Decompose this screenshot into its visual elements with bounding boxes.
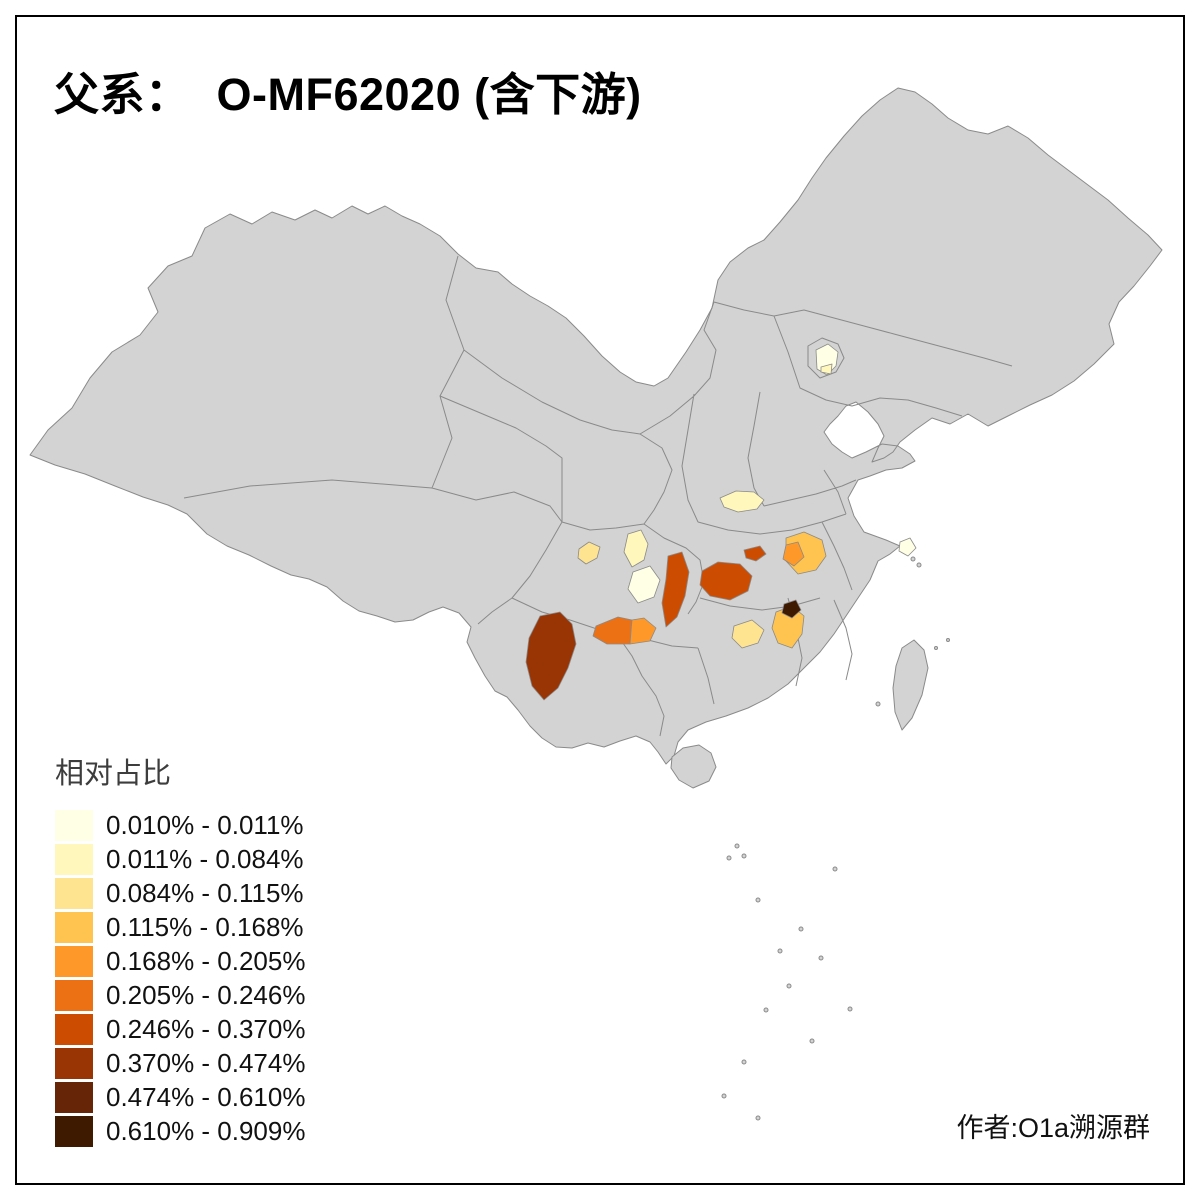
map-region-hunan-northeast bbox=[781, 599, 802, 619]
map-region-hubei-central bbox=[699, 561, 753, 601]
map-region-sichuan-central bbox=[623, 529, 649, 568]
legend-label: 0.474% - 0.610% bbox=[106, 1081, 306, 1112]
legend-swatch bbox=[55, 979, 93, 1011]
small-islands bbox=[721, 556, 950, 1121]
map-region-sichuan-west bbox=[577, 541, 601, 565]
china-land bbox=[29, 87, 1163, 1121]
hainan-island bbox=[670, 744, 717, 789]
legend-label: 0.115% - 0.168% bbox=[106, 911, 304, 942]
legend-item: 0.246% - 0.370% bbox=[55, 1012, 305, 1046]
legend-item: 0.115% - 0.168% bbox=[55, 910, 305, 944]
legend-label: 0.205% - 0.246% bbox=[106, 979, 306, 1010]
author-credit: 作者:O1a溯源群 bbox=[956, 1113, 1150, 1143]
legend-swatch bbox=[55, 809, 93, 841]
legend-swatch bbox=[55, 911, 93, 943]
map-region-beijing-lower bbox=[820, 363, 833, 375]
legend-swatch bbox=[55, 1115, 93, 1147]
legend-swatch bbox=[55, 1013, 93, 1045]
province-borders bbox=[183, 255, 1013, 737]
map-region-guizhou-north bbox=[629, 617, 657, 645]
legend-label: 0.370% - 0.474% bbox=[106, 1047, 306, 1078]
legend-item: 0.084% - 0.115% bbox=[55, 876, 305, 910]
highlighted-regions bbox=[525, 343, 917, 701]
legend-label: 0.011% - 0.084% bbox=[106, 843, 304, 874]
legend-item: 0.010% - 0.011% bbox=[55, 808, 305, 842]
china-mainland bbox=[29, 87, 1163, 765]
map-region-henan-south bbox=[743, 545, 767, 562]
taiwan-island bbox=[892, 639, 929, 731]
legend-swatch bbox=[55, 877, 93, 909]
legend-swatch bbox=[55, 945, 93, 977]
map-region-shaanxi-south bbox=[719, 490, 765, 513]
map-region-yunnan-west bbox=[525, 611, 577, 701]
legend-title: 相对占比 bbox=[55, 758, 172, 790]
legend-item: 0.205% - 0.246% bbox=[55, 978, 305, 1012]
map-region-hunan-central bbox=[731, 619, 765, 649]
legend-label: 0.010% - 0.011% bbox=[106, 809, 304, 840]
legend-label: 0.610% - 0.909% bbox=[106, 1115, 306, 1146]
legend-item: 0.610% - 0.909% bbox=[55, 1114, 305, 1148]
legend-label: 0.246% - 0.370% bbox=[106, 1013, 306, 1044]
map-region-shanghai bbox=[898, 537, 917, 557]
map-region-henan-east-inner bbox=[782, 541, 805, 567]
legend-label: 0.168% - 0.205% bbox=[106, 945, 306, 976]
legend-swatch bbox=[55, 843, 93, 875]
map-region-chongqing-east bbox=[661, 551, 690, 628]
legend-label: 0.084% - 0.115% bbox=[106, 877, 304, 908]
legend-swatch bbox=[55, 1047, 93, 1079]
map-region-chongqing-southwest bbox=[627, 565, 661, 604]
legend-item: 0.168% - 0.205% bbox=[55, 944, 305, 978]
legend-item: 0.011% - 0.084% bbox=[55, 842, 305, 876]
legend-item: 0.474% - 0.610% bbox=[55, 1080, 305, 1114]
legend: 相对占比 0.010% - 0.011% 0.011% - 0.084% 0.0… bbox=[55, 750, 305, 1148]
figure-title: 父系： O-MF62020 (含下游) bbox=[54, 69, 642, 120]
legend-item: 0.370% - 0.474% bbox=[55, 1046, 305, 1080]
legend-swatch bbox=[55, 1081, 93, 1113]
